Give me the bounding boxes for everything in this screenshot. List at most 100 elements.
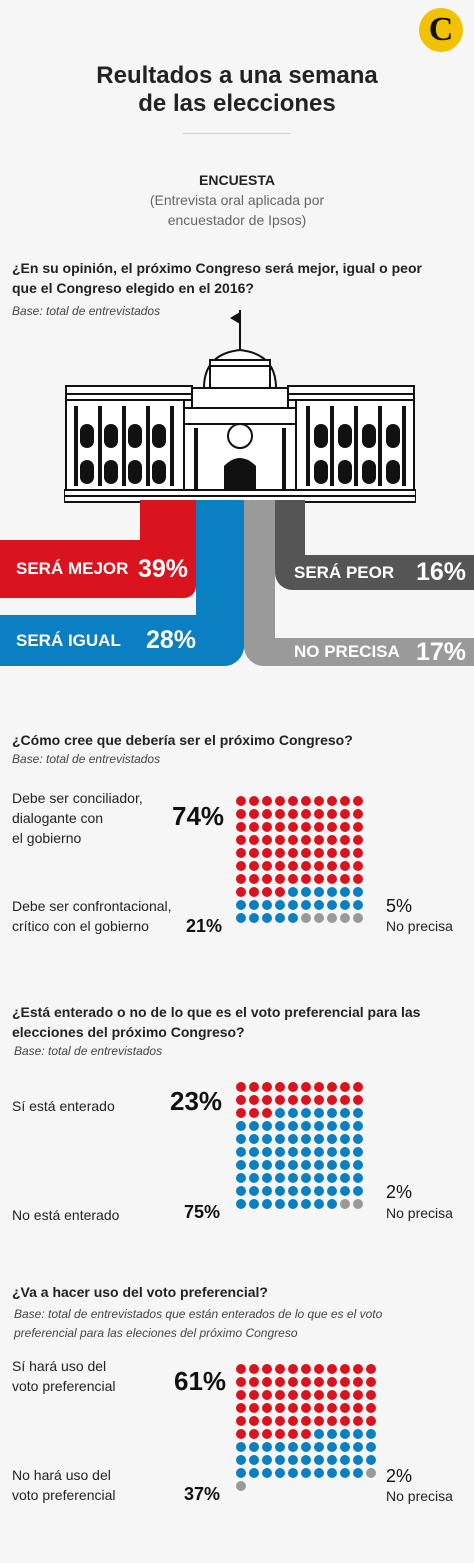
peor-label: SERÁ PEOR 16% — [290, 555, 474, 590]
q4-no-precisa-label: No precisa — [386, 1488, 453, 1504]
q4-question: ¿Va a hacer uso del voto preferencial? — [12, 1284, 268, 1300]
dot-b — [327, 1455, 337, 1465]
dot-b — [249, 1199, 259, 1209]
q2-option-a-value: 74% — [172, 801, 225, 831]
q4-option-a-line: Sí hará uso del — [12, 1358, 107, 1374]
dot-a — [275, 809, 285, 819]
dot-b — [288, 1121, 298, 1131]
q2-base: Base: total de entrevistados — [12, 752, 161, 766]
igual-label: SERÁ IGUAL 28% — [0, 615, 210, 666]
q2-question: ¿Cómo cree que debería ser el próximo Co… — [12, 732, 353, 748]
dot-a — [301, 1377, 311, 1387]
dot-b — [353, 1121, 363, 1131]
dot-b — [301, 1468, 311, 1478]
dot-b — [249, 1121, 259, 1131]
dot-no-precisa — [340, 1199, 350, 1209]
dot-b — [288, 1442, 298, 1452]
dot-a — [301, 848, 311, 858]
survey-note-line: encuestador de Ipsos) — [167, 212, 307, 228]
dot-b — [275, 1121, 285, 1131]
dot-b — [275, 1108, 285, 1118]
dot-b — [236, 1134, 246, 1144]
dot-a — [262, 1403, 272, 1413]
dot-a — [262, 887, 272, 897]
dot-a — [301, 835, 311, 845]
dot-a — [249, 822, 259, 832]
dot-a — [366, 1364, 376, 1374]
no-precisa-bar — [244, 638, 474, 666]
dot-b — [301, 1160, 311, 1170]
dot-a — [262, 1364, 272, 1374]
q2-option-a-line: Debe ser conciliador, — [12, 790, 143, 806]
dot-b — [353, 1186, 363, 1196]
dot-a — [301, 1416, 311, 1426]
dot-a — [249, 874, 259, 884]
dot-a — [262, 1390, 272, 1400]
survey-label: ENCUESTA — [199, 172, 275, 188]
dot-a — [353, 796, 363, 806]
dot-a — [262, 822, 272, 832]
dot-a — [314, 1095, 324, 1105]
dot-a — [288, 822, 298, 832]
dot-a — [236, 1095, 246, 1105]
dot-a — [340, 796, 350, 806]
dot-b — [314, 1199, 324, 1209]
dot-b — [340, 1173, 350, 1183]
dot-a — [353, 1403, 363, 1413]
dot-b — [327, 1121, 337, 1131]
dot-a — [314, 874, 324, 884]
dot-b — [353, 1468, 363, 1478]
dot-a — [288, 861, 298, 871]
dot-b — [249, 1160, 259, 1170]
dot-a — [275, 1403, 285, 1413]
dot-a — [275, 1377, 285, 1387]
dot-b — [236, 900, 246, 910]
q1-question: ¿En su opinión, el próximo Congreso será… — [12, 258, 464, 298]
q4-base: Base: total de entrevistados que están e… — [14, 1305, 382, 1343]
dot-a — [236, 809, 246, 819]
dot-b — [353, 1134, 363, 1144]
dot-a — [262, 835, 272, 845]
dot-b — [262, 1121, 272, 1131]
mejor-bar — [0, 540, 196, 598]
dot-a — [340, 848, 350, 858]
dot-a — [249, 848, 259, 858]
dot-b — [236, 1173, 246, 1183]
dot-b — [314, 1160, 324, 1170]
dot-a — [275, 848, 285, 858]
dot-a — [314, 861, 324, 871]
q4-option-b-line: voto preferencial — [12, 1487, 116, 1503]
dot-a — [236, 874, 246, 884]
dot-a — [236, 822, 246, 832]
dot-b — [301, 1134, 311, 1144]
q2-option-b-value: 21% — [186, 916, 223, 936]
dot-no-precisa — [314, 913, 324, 923]
dot-b — [262, 1173, 272, 1183]
dot-a — [340, 1082, 350, 1092]
dot-b — [275, 900, 285, 910]
dot-a — [314, 1377, 324, 1387]
dot-a — [301, 809, 311, 819]
q4-option-a: Sí hará uso del voto preferencial — [12, 1356, 116, 1396]
dot-a — [249, 835, 259, 845]
dot-b — [353, 1160, 363, 1170]
dot-b — [301, 1121, 311, 1131]
dot-b — [275, 1173, 285, 1183]
dot-a — [249, 1364, 259, 1374]
dot-a — [275, 1416, 285, 1426]
dot-a — [353, 1390, 363, 1400]
dot-b — [275, 1442, 285, 1452]
dot-a — [353, 1095, 363, 1105]
dot-a — [249, 1429, 259, 1439]
dot-b — [366, 1442, 376, 1452]
dot-no-precisa — [327, 913, 337, 923]
dot-b — [314, 1121, 324, 1131]
dot-a — [262, 861, 272, 871]
dot-b — [314, 1468, 324, 1478]
dot-a — [314, 848, 324, 858]
dot-a — [340, 1377, 350, 1387]
dot-a — [340, 809, 350, 819]
dot-no-precisa — [353, 1199, 363, 1209]
dot-a — [236, 848, 246, 858]
dot-b — [288, 900, 298, 910]
